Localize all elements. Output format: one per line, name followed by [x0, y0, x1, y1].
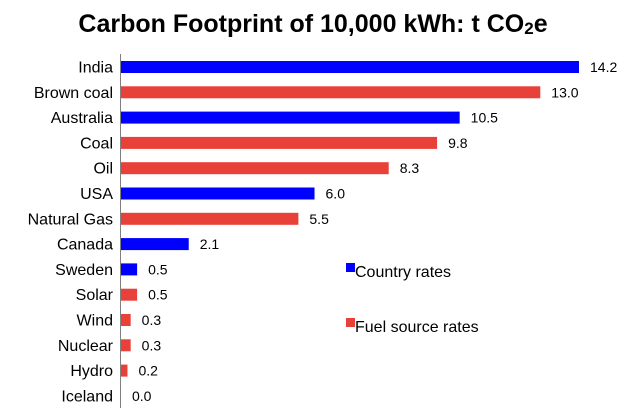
category-label-coal: Coal [80, 135, 113, 152]
legend: Country rates Fuel source rates [346, 263, 479, 336]
chart-title: Carbon Footprint of 10,000 kWh: t CO2e [78, 10, 547, 38]
value-label-coal: 9.8 [448, 135, 468, 151]
value-label-india: 14.2 [590, 59, 617, 75]
value-label-wind: 0.3 [142, 312, 162, 328]
bar-coal [121, 136, 438, 149]
value-label-iceland: 0.0 [132, 388, 152, 404]
bar-australia [121, 111, 460, 124]
bar-solar [121, 288, 138, 301]
category-label-iceland: Iceland [61, 388, 113, 405]
category-label-canada: Canada [57, 237, 113, 254]
value-label-nuclear: 0.3 [142, 337, 162, 353]
value-label-oil: 8.3 [400, 160, 420, 176]
category-label-india: India [78, 60, 113, 77]
legend-label-fuel: Fuel source rates [355, 319, 479, 336]
bar-nuclear [121, 339, 131, 352]
bar-oil [121, 162, 389, 175]
bar-usa [121, 187, 315, 200]
category-label-natural-gas: Natural Gas [28, 211, 113, 228]
value-label-australia: 10.5 [471, 110, 498, 126]
category-label-sweden: Sweden [55, 262, 113, 279]
value-label-brown-coal: 13.0 [551, 84, 578, 100]
value-label-hydro: 0.2 [138, 363, 158, 379]
legend-swatch-country [346, 263, 355, 272]
category-label-hydro: Hydro [70, 363, 113, 380]
category-label-australia: Australia [51, 110, 113, 127]
category-label-wind: Wind [77, 313, 113, 330]
category-label-brown-coal: Brown coal [34, 85, 113, 102]
category-label-usa: USA [80, 186, 113, 203]
bar-natural-gas [121, 212, 299, 225]
value-label-canada: 2.1 [200, 236, 220, 252]
bar-sweden [121, 263, 138, 276]
category-label-oil: Oil [93, 161, 113, 178]
category-label-solar: Solar [76, 287, 114, 304]
bar-india [121, 61, 579, 73]
category-label-nuclear: Nuclear [58, 338, 114, 355]
value-label-solar: 0.5 [148, 287, 168, 303]
value-label-sweden: 0.5 [148, 261, 168, 277]
value-label-natural-gas: 5.5 [309, 211, 329, 227]
legend-swatch-fuel [346, 318, 355, 327]
bar-hydro [121, 364, 128, 377]
value-label-usa: 6.0 [326, 186, 346, 202]
bars-group: India 14.2 Brown coal 13.0 Australia 10.5 Coal… [28, 59, 618, 405]
bar-wind [121, 314, 131, 326]
bar-brown-coal [121, 86, 541, 99]
bar-canada [121, 238, 189, 251]
legend-label-country: Country rates [355, 264, 451, 281]
